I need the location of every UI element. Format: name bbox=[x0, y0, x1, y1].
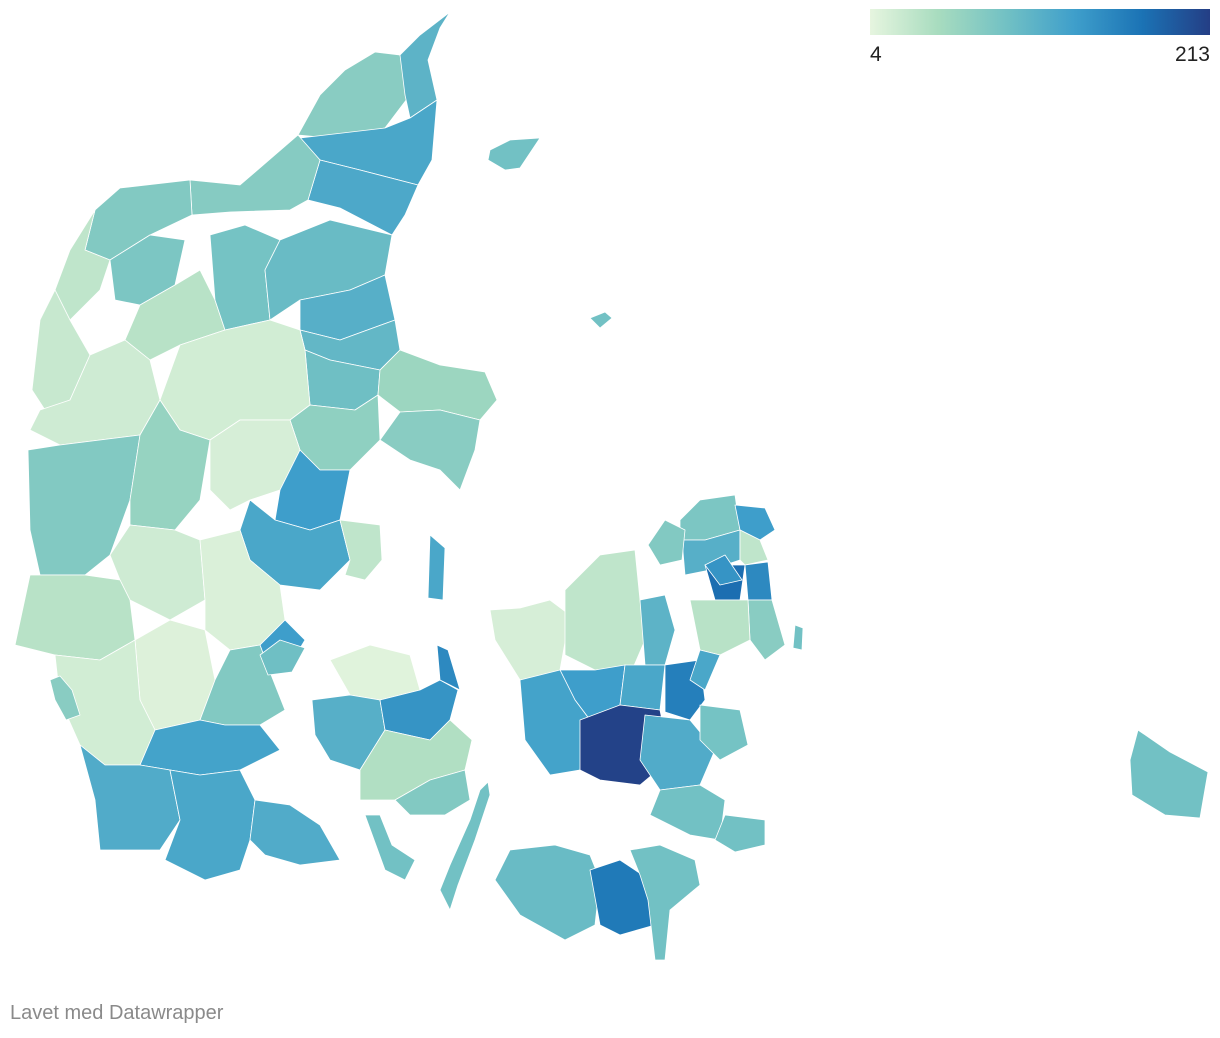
map-region[interactable] bbox=[54, 209, 111, 321]
map-region[interactable] bbox=[494, 844, 601, 941]
map-region[interactable] bbox=[704, 554, 743, 586]
map-region[interactable] bbox=[427, 534, 446, 601]
map-region[interactable] bbox=[49, 675, 81, 721]
map-region[interactable] bbox=[379, 409, 481, 491]
map-region[interactable] bbox=[487, 137, 541, 171]
map-region[interactable] bbox=[377, 349, 498, 421]
map-region[interactable] bbox=[689, 649, 721, 691]
map-region[interactable] bbox=[189, 134, 321, 216]
map-region[interactable] bbox=[14, 574, 136, 661]
map-region[interactable] bbox=[329, 644, 421, 701]
legend-min-label: 4 bbox=[870, 43, 882, 66]
map-region[interactable] bbox=[1129, 729, 1209, 819]
color-legend: 4 213 bbox=[870, 9, 1210, 68]
legend-gradient-bar bbox=[870, 9, 1210, 35]
map-region[interactable] bbox=[27, 434, 141, 576]
map-region[interactable] bbox=[647, 519, 686, 566]
map-region[interactable] bbox=[649, 784, 726, 841]
map-region[interactable] bbox=[436, 644, 461, 691]
region-layer bbox=[14, 11, 1209, 961]
map-region[interactable] bbox=[364, 814, 416, 881]
map-region[interactable] bbox=[564, 549, 646, 676]
map-region[interactable] bbox=[394, 769, 471, 816]
map-region[interactable] bbox=[699, 704, 749, 761]
map-region[interactable] bbox=[744, 561, 773, 601]
map-region[interactable] bbox=[399, 11, 451, 119]
map-region[interactable] bbox=[714, 814, 766, 853]
map-region[interactable] bbox=[339, 519, 383, 581]
datawrapper-credit: Lavet med Datawrapper bbox=[10, 1002, 224, 1024]
map-region[interactable] bbox=[259, 639, 306, 676]
map-region[interactable] bbox=[164, 769, 256, 881]
map-region[interactable] bbox=[689, 599, 751, 656]
map-region[interactable] bbox=[629, 844, 701, 961]
legend-max-label: 213 bbox=[1174, 43, 1210, 66]
map-region[interactable] bbox=[639, 594, 676, 666]
map-region[interactable] bbox=[249, 799, 341, 866]
map-region[interactable] bbox=[129, 399, 211, 531]
map-region[interactable] bbox=[734, 504, 776, 541]
map-region[interactable] bbox=[747, 599, 786, 661]
map-region[interactable] bbox=[619, 664, 666, 711]
map-region[interactable] bbox=[792, 624, 804, 651]
map-region[interactable] bbox=[307, 159, 419, 236]
map-region[interactable] bbox=[589, 311, 613, 329]
map-region[interactable] bbox=[439, 781, 491, 911]
map-region[interactable] bbox=[739, 529, 769, 566]
